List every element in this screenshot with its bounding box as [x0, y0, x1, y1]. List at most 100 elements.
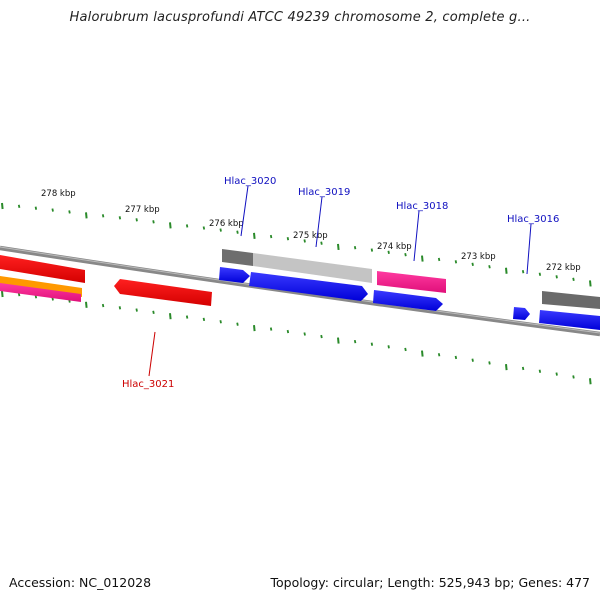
- inner-tick-29: [488, 361, 491, 365]
- inner-tick-31: [521, 366, 525, 371]
- outer-tick-5: [85, 212, 88, 219]
- gray-feature-track: [222, 249, 600, 309]
- outer-tick-24: [404, 253, 407, 257]
- inner-tick-18: [303, 332, 306, 336]
- outer-tick-0: [1, 202, 4, 210]
- gray-feature-3[interactable]: [542, 291, 600, 309]
- inner-tick-10: [169, 313, 172, 320]
- inner-tick-1: [17, 292, 21, 297]
- gene-arrow-hlac-3021[interactable]: [114, 279, 212, 306]
- ruler-label-275: 275 kbp: [293, 231, 328, 241]
- outer-tick-4: [68, 210, 71, 214]
- outer-tick-13: [219, 228, 222, 232]
- outer-tick-29: [488, 265, 491, 269]
- inner-tick-7: [118, 306, 122, 310]
- outer-tick-7: [118, 216, 122, 220]
- outer-tick-20: [337, 243, 340, 251]
- outer-tick-10: [169, 222, 172, 229]
- inner-tick-20: [337, 337, 340, 344]
- inner-tick-11: [185, 315, 189, 319]
- outer-tick-15: [253, 232, 256, 239]
- outer-tick-3: [51, 208, 54, 212]
- outer-tick-6: [101, 214, 105, 218]
- gene-arrow-right-edge[interactable]: [539, 310, 600, 330]
- inner-tick-9: [152, 310, 155, 315]
- outer-tick-34: [572, 277, 575, 282]
- outer-tick-17: [286, 237, 290, 241]
- inner-tick-35: [589, 378, 592, 385]
- ruler-label-277: 277 kbp: [125, 205, 160, 215]
- ruler-label-273: 273 kbp: [461, 252, 496, 262]
- inner-tick-14: [236, 322, 239, 326]
- pink-feature-left[interactable]: [0, 283, 81, 302]
- outer-tick-30: [505, 267, 508, 274]
- outer-tick-23: [387, 250, 390, 255]
- forward-genes: [219, 267, 600, 330]
- outer-tick-22: [370, 248, 374, 252]
- inner-tick-6: [101, 303, 105, 308]
- inner-tick-15: [253, 324, 256, 332]
- gene-arrow-hlac-3016[interactable]: [513, 307, 530, 320]
- outer-tick-35: [589, 280, 592, 287]
- inner-tick-21: [353, 339, 357, 344]
- inner-tick-32: [538, 369, 542, 373]
- gene-label-hlac-3018[interactable]: Hlac_3018: [396, 201, 448, 212]
- inner-tick-33: [555, 372, 558, 376]
- inner-tick-23: [387, 345, 390, 349]
- ruler-label-278: 278 kbp: [41, 189, 76, 199]
- genome-summary-text: Topology: circular; Length: 525,943 bp; …: [270, 575, 591, 590]
- gene-label-hlac-3019[interactable]: Hlac_3019: [298, 187, 350, 198]
- pink-feature-3018[interactable]: [377, 271, 446, 293]
- ruler-label-272: 272 kbp: [546, 263, 581, 273]
- inner-tick-27: [454, 355, 458, 360]
- inner-tick-26: [437, 353, 441, 357]
- red-feature-top[interactable]: [0, 255, 85, 283]
- outer-ruler-ticks: [1, 202, 592, 287]
- outer-tick-33: [555, 275, 558, 279]
- outer-tick-31: [521, 270, 525, 274]
- outer-tick-32: [538, 272, 542, 276]
- outer-tick-16: [269, 234, 273, 239]
- gray-feature-1[interactable]: [222, 249, 253, 266]
- inner-tick-12: [202, 317, 206, 322]
- inner-tick-16: [269, 327, 273, 331]
- inner-tick-17: [286, 329, 290, 334]
- inner-ruler-ticks: [1, 290, 592, 385]
- inner-tick-5: [85, 301, 88, 308]
- outer-tick-1: [17, 204, 21, 209]
- gene-arrow-hlac-3018[interactable]: [373, 290, 443, 311]
- left-band-features: [0, 255, 446, 302]
- outer-tick-25: [421, 255, 424, 262]
- inner-tick-0: [1, 290, 4, 298]
- outer-tick-2: [34, 206, 38, 210]
- outer-tick-11: [185, 224, 189, 228]
- outer-tick-27: [454, 260, 458, 264]
- gene-label-hlac-3021[interactable]: Hlac_3021: [122, 379, 174, 390]
- page-title: Halorubrum lacusprofundi ATCC 49239 chro…: [69, 10, 531, 25]
- inner-tick-28: [471, 358, 474, 362]
- inner-tick-13: [219, 320, 222, 324]
- gene-label-hlac-3016[interactable]: Hlac_3016: [507, 214, 559, 225]
- outer-tick-8: [135, 218, 138, 222]
- inner-tick-34: [572, 375, 575, 379]
- outer-tick-28: [471, 262, 474, 266]
- inner-tick-25: [421, 350, 424, 357]
- gene-arrow-hlac-3019[interactable]: [249, 272, 368, 301]
- accession-text: Accession: NC_012028: [9, 575, 152, 590]
- inner-tick-19: [320, 334, 323, 339]
- gene-label-hlac-3020[interactable]: Hlac_3020: [224, 176, 276, 187]
- gray-feature-2[interactable]: [253, 253, 372, 283]
- inner-tick-24: [404, 347, 407, 352]
- outer-tick-9: [152, 220, 155, 224]
- outer-tick-12: [202, 226, 206, 230]
- outer-tick-19: [320, 241, 323, 245]
- outer-tick-14: [236, 230, 239, 234]
- outer-tick-21: [353, 246, 357, 250]
- label-leader-lines: [148, 185, 532, 377]
- ruler-label-274: 274 kbp: [377, 242, 412, 252]
- gene-arrow-hlac-3020[interactable]: [219, 267, 250, 283]
- outer-tick-26: [437, 257, 441, 262]
- inner-tick-22: [370, 342, 374, 346]
- outer-tick-18: [303, 239, 306, 243]
